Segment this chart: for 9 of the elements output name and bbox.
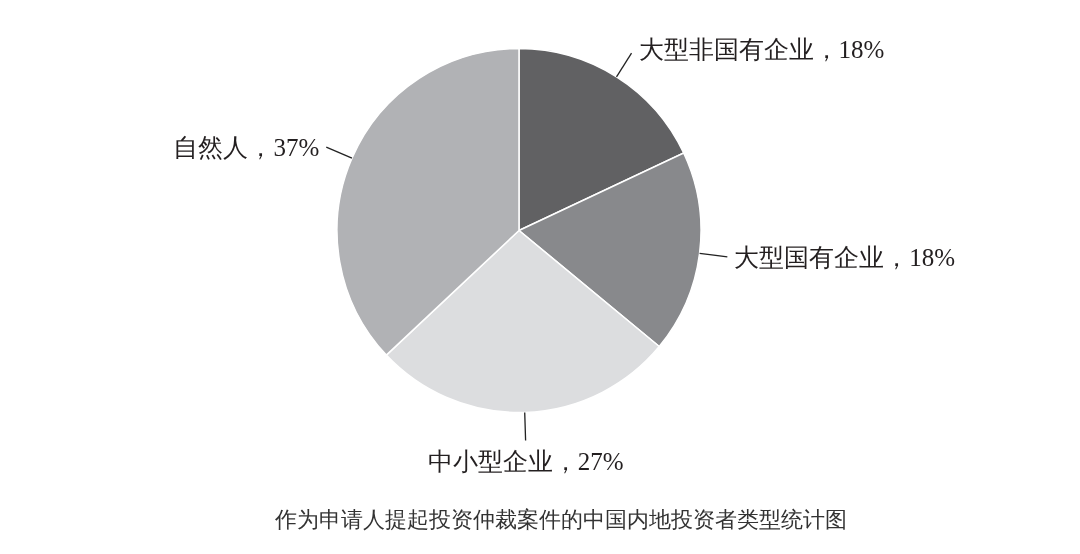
data-label: ，37% bbox=[248, 133, 320, 161]
data-label: ，18% bbox=[813, 35, 885, 63]
slice-label: 大型非国有企业 bbox=[638, 35, 814, 63]
text: 作为申请人提起投资仲裁案件的中国内地投资者类型统计图 bbox=[274, 507, 847, 532]
data-label: ，18% bbox=[884, 243, 956, 271]
slice-label: 自然人 bbox=[173, 133, 249, 161]
slice-label: 中小型企业 bbox=[427, 447, 553, 475]
slice-label: 大型国有企业 bbox=[734, 243, 885, 271]
data-label: ，27% bbox=[552, 447, 624, 475]
